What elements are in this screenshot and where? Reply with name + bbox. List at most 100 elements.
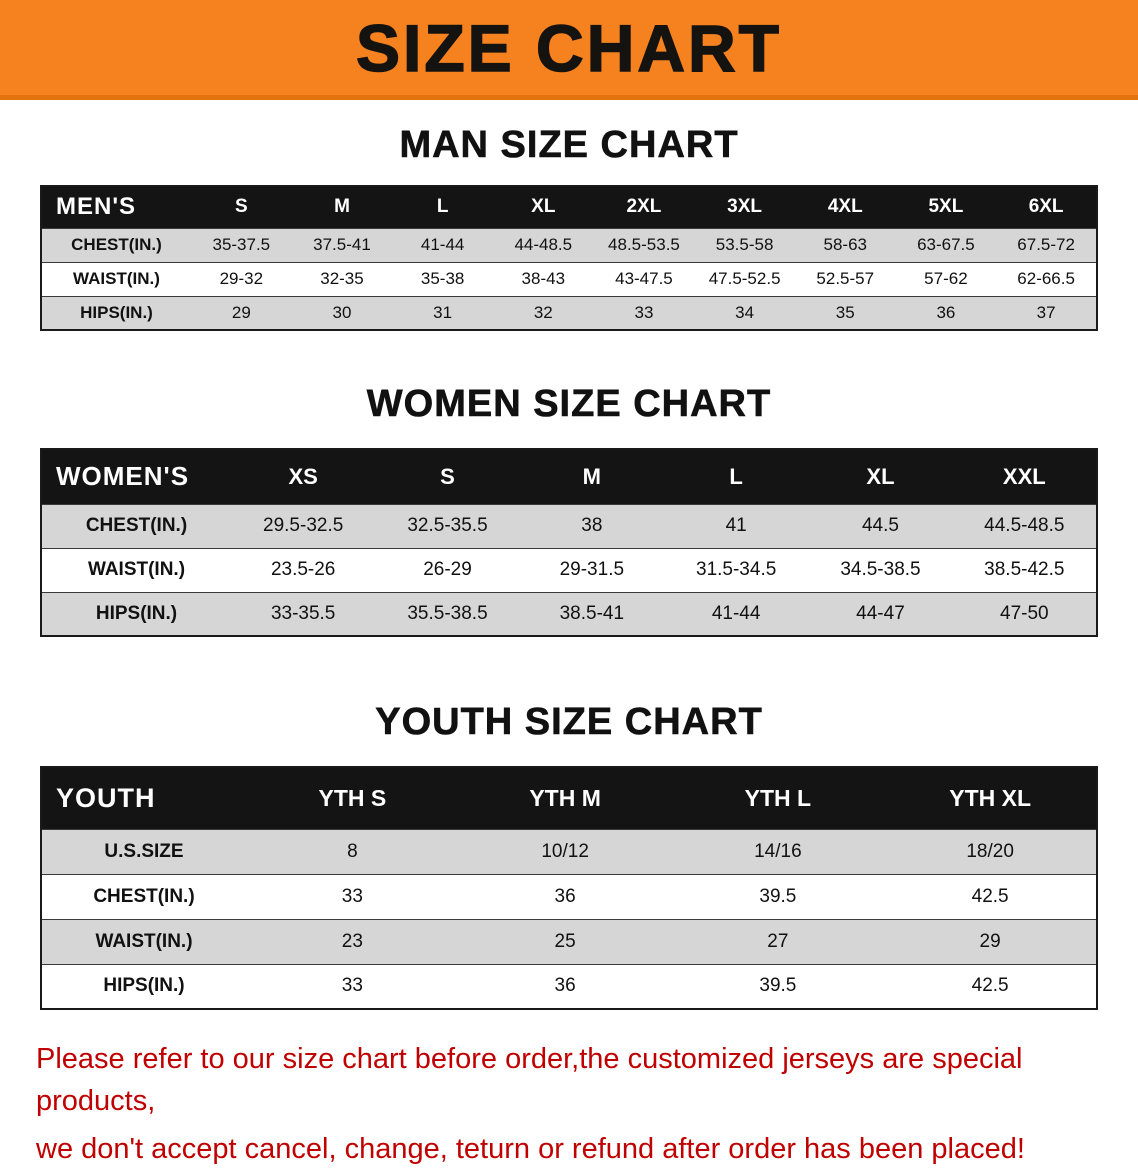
row-label: HIPS(IN.) [41,591,231,637]
men-section-title: MAN SIZE CHART [399,124,739,167]
size-value: 58-63 [794,227,896,263]
size-column-header: 3XL [694,185,795,229]
size-value: 29-32 [191,261,292,297]
size-value: 30 [291,295,393,331]
size-value: 26-29 [375,547,520,593]
size-column-header: XXL [952,448,1097,505]
size-value: 33 [593,295,695,331]
table-header-row: YOUTH YTH S YTH M YTH L YTH XL [41,766,1097,830]
size-column-header: L [663,448,809,505]
size-value: 36 [458,873,672,920]
size-column-header: 4XL [794,185,896,229]
row-label: WAIST(IN.) [41,261,191,297]
size-value: 37.5-41 [291,227,393,263]
youth-size-table: YOUTH YTH S YTH M YTH L YTH XL U.S.SIZE 8 10/12… [40,766,1098,1010]
size-value: 48.5-53.5 [593,227,695,263]
size-value: 44-47 [808,591,953,637]
size-value: 38 [519,503,664,549]
size-value: 8 [246,828,459,875]
size-value: 67.5-72 [996,227,1097,263]
row-label: WAIST(IN.) [41,918,246,965]
size-value: 33-35.5 [231,591,376,637]
women-size-table: WOMEN'S XS S M L XL XXL CHEST(IN.) 29.5-32.5 32.5… [40,448,1098,637]
size-value: 47-50 [952,591,1097,637]
size-value: 34.5-38.5 [808,547,953,593]
men-size-section: MAN SIZE CHART MEN'S S M L XL 2XL 3XL 4XL 5XL 6XL… [0,124,1138,331]
size-column-header: 6XL [996,185,1097,229]
size-value: 38.5-41 [519,591,664,637]
table-row: CHEST(IN.) 33 36 39.5 42.5 [41,873,1097,920]
size-column-header: S [191,185,292,229]
size-value: 27 [671,918,885,965]
size-value: 52.5-57 [794,261,896,297]
size-value: 10/12 [458,828,672,875]
size-column-header: M [291,185,393,229]
size-column-header: 5XL [895,185,997,229]
table-row: U.S.SIZE 8 10/12 14/16 18/20 [41,828,1097,875]
size-value: 18/20 [884,828,1097,875]
size-value: 37 [996,295,1097,331]
disclaimer-line-1: Please refer to our size chart before or… [36,1043,1023,1118]
table-corner-label: YOUTH [41,766,246,830]
table-corner-label: MEN'S [41,185,191,229]
size-value: 41-44 [392,227,493,263]
table-corner-label: WOMEN'S [41,448,231,505]
size-column-header: XL [492,185,594,229]
size-value: 57-62 [895,261,997,297]
size-value: 29 [191,295,292,331]
table-header-row: WOMEN'S XS S M L XL XXL [41,448,1097,505]
size-value: 44-48.5 [492,227,594,263]
size-column-header: YTH S [246,766,459,830]
size-value: 63-67.5 [895,227,997,263]
size-value: 42.5 [884,873,1097,920]
size-value: 35-38 [392,261,493,297]
size-value: 44.5 [808,503,953,549]
size-column-header: YTH L [671,766,885,830]
table-row: HIPS(IN.) 29 30 31 32 33 34 35 36 37 [41,295,1097,331]
size-value: 34 [694,295,795,331]
size-value: 36 [895,295,997,331]
size-value: 62-66.5 [996,261,1097,297]
size-column-header: M [519,448,664,505]
row-label: CHEST(IN.) [41,227,191,263]
size-value: 44.5-48.5 [952,503,1097,549]
row-label: CHEST(IN.) [41,873,246,920]
women-size-section: WOMEN SIZE CHART WOMEN'S XS S M L XL XXL CHEST(… [0,383,1138,637]
size-value: 36 [458,963,672,1010]
disclaimer-line-2: we don't accept cancel, change, teturn o… [36,1133,1025,1166]
size-value: 29 [884,918,1097,965]
size-value: 53.5-58 [694,227,795,263]
size-value: 32 [492,295,594,331]
size-value: 29-31.5 [519,547,664,593]
size-column-header: XS [231,448,376,505]
size-column-header: 2XL [593,185,695,229]
table-row: WAIST(IN.) 23 25 27 29 [41,918,1097,965]
row-label: WAIST(IN.) [41,547,231,593]
size-value: 32-35 [291,261,393,297]
table-row: HIPS(IN.) 33 36 39.5 42.5 [41,963,1097,1010]
women-section-title: WOMEN SIZE CHART [366,383,772,426]
size-value: 41-44 [663,591,809,637]
size-value: 25 [458,918,672,965]
size-value: 42.5 [884,963,1097,1010]
size-value: 31.5-34.5 [663,547,809,593]
size-value: 33 [246,963,459,1010]
table-header-row: MEN'S S M L XL 2XL 3XL 4XL 5XL 6XL [41,185,1097,229]
size-value: 38-43 [492,261,594,297]
youth-size-section: YOUTH SIZE CHART YOUTH YTH S YTH M YTH L YTH… [0,701,1138,1010]
size-value: 41 [663,503,809,549]
table-row: CHEST(IN.) 29.5-32.5 32.5-35.5 38 41 44.5 44.5… [41,503,1097,549]
row-label: U.S.SIZE [41,828,246,875]
size-column-header: YTH M [458,766,672,830]
banner: SIZE CHART [0,0,1138,100]
youth-section-title: YOUTH SIZE CHART [375,701,763,744]
row-label: HIPS(IN.) [41,295,191,331]
size-value: 38.5-42.5 [952,547,1097,593]
size-value: 32.5-35.5 [375,503,520,549]
row-label: CHEST(IN.) [41,503,231,549]
size-value: 47.5-52.5 [694,261,795,297]
table-row: WAIST(IN.) 23.5-26 26-29 29-31.5 31.5-34.5 34… [41,547,1097,593]
size-column-header: L [392,185,493,229]
size-value: 35 [794,295,896,331]
